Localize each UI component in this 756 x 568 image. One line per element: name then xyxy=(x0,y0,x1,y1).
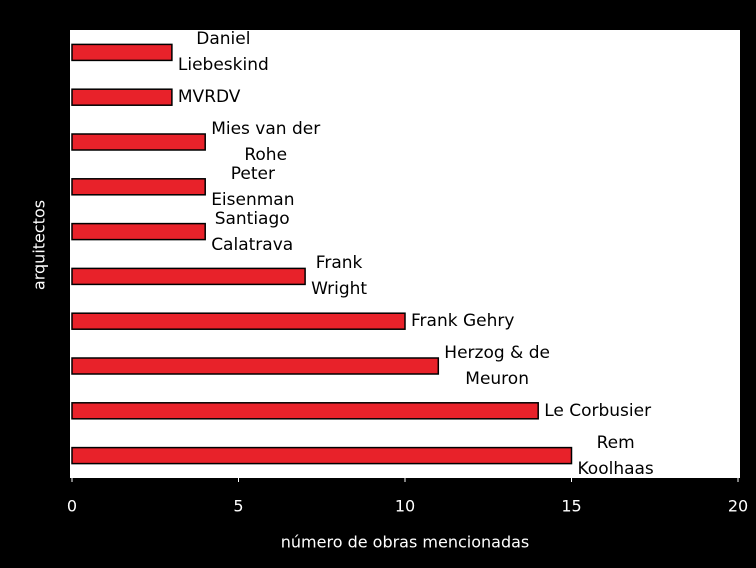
bar xyxy=(71,312,406,330)
bar xyxy=(71,446,573,465)
bar-label: Frank Gehry xyxy=(411,311,515,332)
bar-label: Herzog & de Meuron xyxy=(444,343,550,389)
x-tick-label: 15 xyxy=(561,497,581,516)
bar xyxy=(71,267,306,286)
bar-label: Frank Wright xyxy=(311,253,368,300)
y-axis-label: arquitectos xyxy=(30,200,49,290)
bar-label: Peter Eisenman xyxy=(211,163,295,210)
x-tick-label: 20 xyxy=(728,497,748,516)
x-tick-label: 5 xyxy=(233,497,243,516)
bar xyxy=(71,43,173,62)
bar-label: Le Corbusier xyxy=(544,400,652,421)
bar xyxy=(71,178,206,196)
x-tick-label: 0 xyxy=(67,497,77,516)
bar xyxy=(71,357,440,375)
bar-label: Mies van der Rohe xyxy=(211,119,321,165)
bar-label: Daniel Liebeskind xyxy=(177,29,269,76)
x-tick-label: 10 xyxy=(395,497,415,516)
bar-label: MVRDV xyxy=(177,87,241,108)
bar xyxy=(71,88,173,106)
bar xyxy=(71,402,539,420)
x-axis-label: número de obras mencionadas xyxy=(281,533,530,552)
bar xyxy=(71,133,206,151)
bar-label: Santiago Calatrava xyxy=(211,208,294,255)
bar xyxy=(71,222,206,241)
bar-label: Rem Koolhaas xyxy=(577,432,654,479)
